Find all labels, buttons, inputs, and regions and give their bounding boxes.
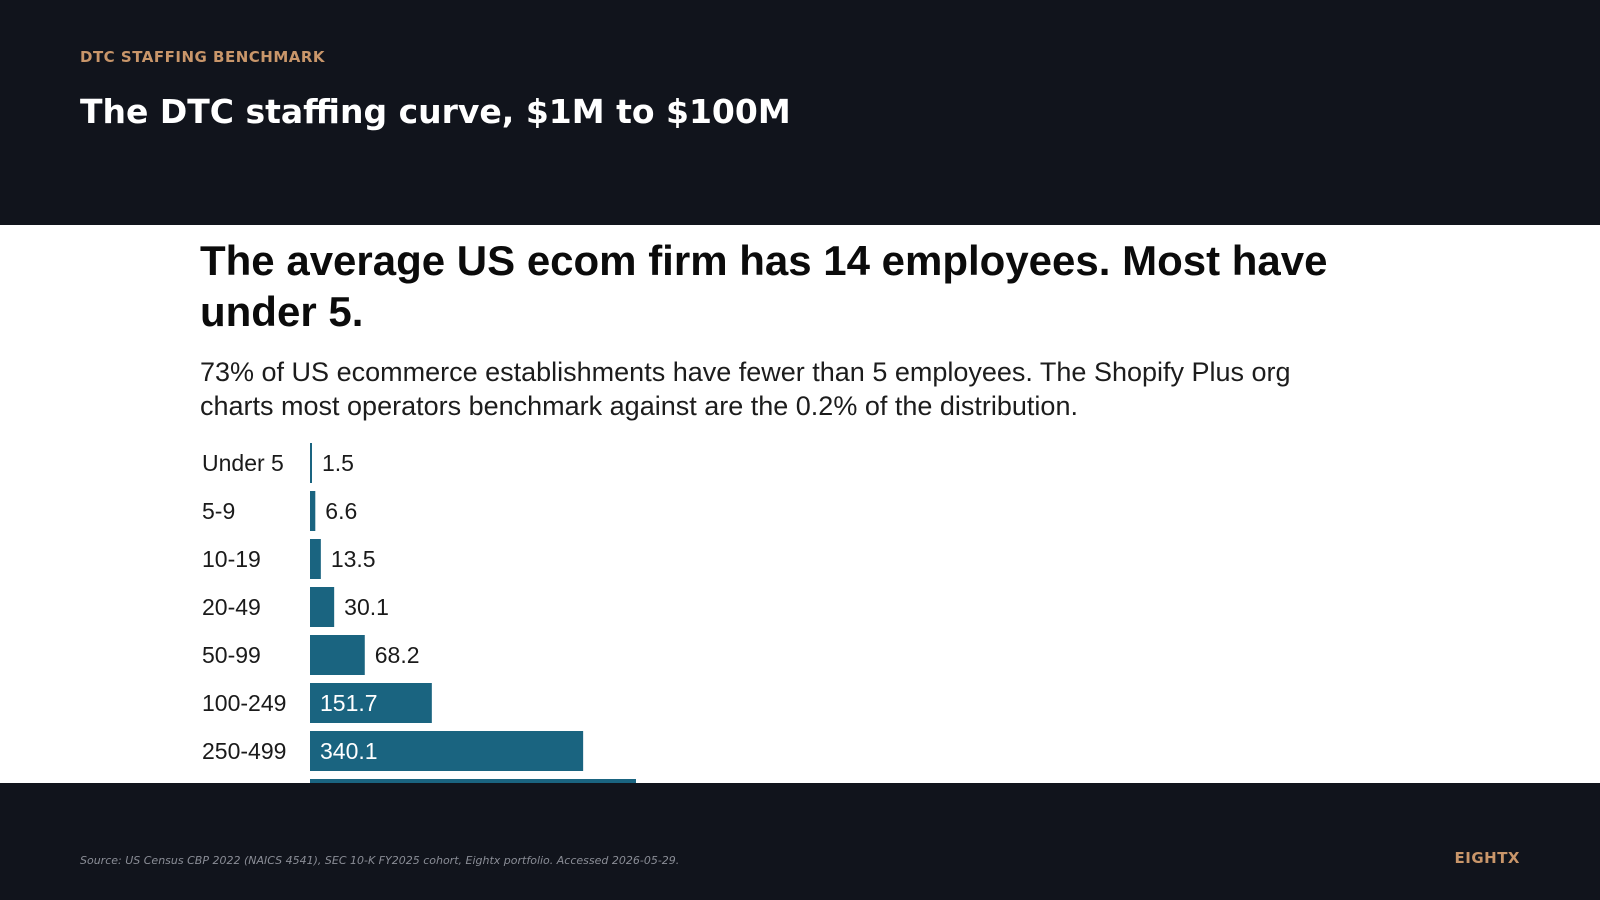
- value-label: 340.1: [320, 738, 378, 764]
- value-label: 151.7: [320, 690, 378, 716]
- category-label: Under 5: [202, 450, 284, 476]
- value-label: 68.2: [375, 642, 420, 668]
- brand-logo: EIGHTX: [1454, 849, 1520, 867]
- bar-clipped: [310, 779, 636, 783]
- bar: [310, 635, 365, 675]
- eyebrow-label: DTC STAFFING BENCHMARK: [80, 48, 326, 66]
- chart-subhead: 73% of US ecommerce establishments have …: [200, 357, 1291, 421]
- bar: [310, 491, 316, 531]
- bar: [310, 731, 584, 771]
- header-band: DTC STAFFING BENCHMARK The DTC staffing …: [0, 0, 1600, 225]
- category-label: 250-499: [202, 738, 286, 764]
- category-label: 5-9: [202, 498, 235, 524]
- category-label: 20-49: [202, 594, 261, 620]
- chart-panel: The average US ecom firm has 14 employee…: [0, 225, 1600, 783]
- bar: [310, 539, 321, 579]
- deck-title: The DTC staffing curve, $1M to $100M: [80, 92, 791, 131]
- category-label: 100-249: [202, 690, 286, 716]
- value-label: 6.6: [325, 498, 357, 524]
- chart-headline: The average US ecom firm has 14 employee…: [200, 237, 1328, 335]
- bar: [310, 443, 312, 483]
- category-label: 50-99: [202, 642, 261, 668]
- bar: [310, 587, 335, 627]
- value-label: 1.5: [322, 450, 354, 476]
- footer-band: Source: US Census CBP 2022 (NAICS 4541),…: [0, 783, 1600, 900]
- bar-chart: Under 5 1.5 5-9 6.6 10-19 13.5 20-49 30.1 50-99 6…: [202, 443, 636, 783]
- source-note: Source: US Census CBP 2022 (NAICS 4541),…: [80, 854, 680, 867]
- value-label: 13.5: [331, 546, 376, 572]
- category-label: 10-19: [202, 546, 261, 572]
- bar: [310, 683, 432, 723]
- value-label: 30.1: [344, 594, 389, 620]
